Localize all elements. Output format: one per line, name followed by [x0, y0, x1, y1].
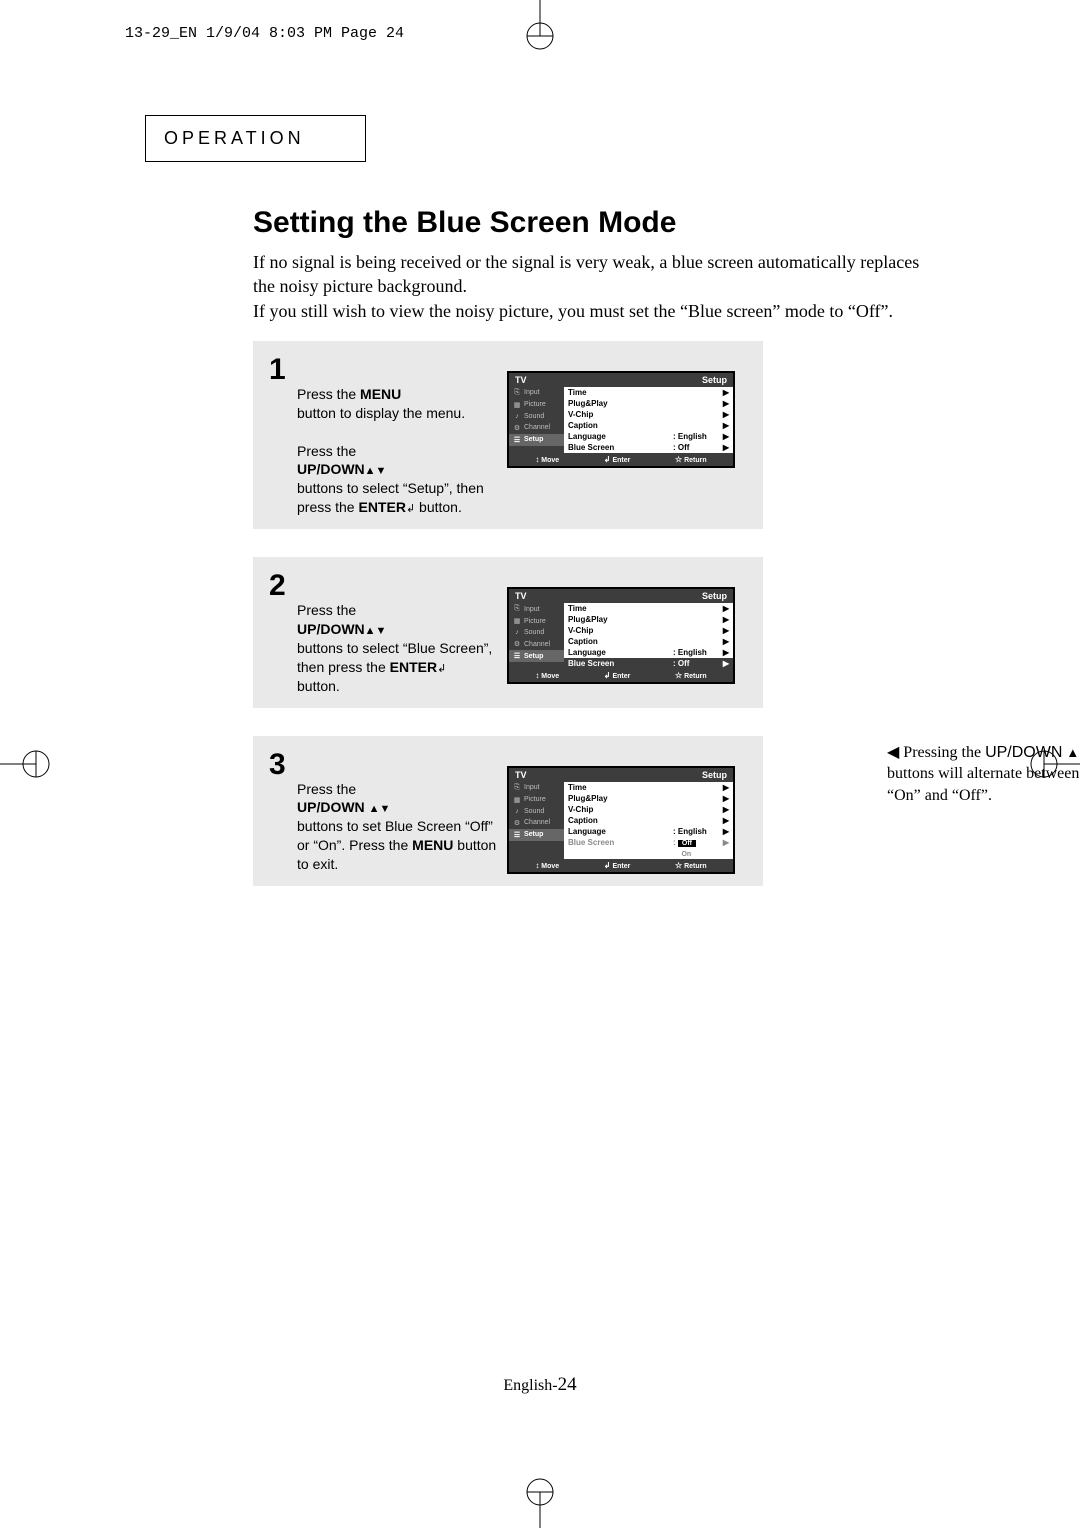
- updown-icon: ▲▼: [365, 625, 387, 637]
- tv-menu-3: TVSetup ⎘Input▦Picture♪Sound⚙Channel☰Set…: [507, 748, 737, 874]
- step-2: 2 Press the UP/DOWN▲▼ buttons to select …: [253, 557, 763, 707]
- updown-icon: ▲▼: [369, 803, 391, 815]
- enter-icon: ↲: [406, 503, 415, 515]
- step-1-text: Press the MENU button to display the men…: [297, 385, 497, 517]
- page-title: Setting the Blue Screen Mode: [253, 206, 935, 240]
- page-footer: English-24: [0, 1374, 1080, 1396]
- section-label: OPERATION: [164, 128, 305, 148]
- step-3: 3 Press the UP/DOWN ▲▼ buttons to set Bl…: [253, 736, 763, 886]
- intro-text: If no signal is being received or the si…: [253, 250, 933, 323]
- intro-2: If you still wish to view the noisy pict…: [253, 299, 933, 323]
- print-header: 13-29_EN 1/9/04 8:03 PM Page 24: [125, 25, 404, 42]
- step-3-number: 3: [269, 748, 297, 874]
- section-box: OPERATION: [145, 115, 366, 162]
- updown-icon: ▲▼: [1066, 745, 1080, 760]
- page-content: OPERATION Setting the Blue Screen Mode I…: [145, 115, 935, 914]
- step-1: 1 Press the MENU button to display the m…: [253, 341, 763, 529]
- tv-menu-1: TVSetup ⎘Input▦Picture♪Sound⚙Channel☰Set…: [507, 353, 737, 517]
- tv-menu-2: TVSetup ⎘Input▦Picture♪Sound⚙Channel☰Set…: [507, 569, 737, 695]
- step-2-text: Press the UP/DOWN▲▼ buttons to select “B…: [297, 601, 497, 695]
- side-note: ◀ Pressing the UP/DOWN ▲▼ buttons will a…: [887, 742, 1080, 807]
- step-3-text: Press the UP/DOWN ▲▼ buttons to set Blue…: [297, 780, 497, 874]
- updown-icon: ▲▼: [365, 465, 387, 477]
- step-1-number: 1: [269, 353, 297, 517]
- intro-1: If no signal is being received or the si…: [253, 250, 933, 299]
- step-2-number: 2: [269, 569, 297, 695]
- enter-icon: ↲: [437, 663, 446, 675]
